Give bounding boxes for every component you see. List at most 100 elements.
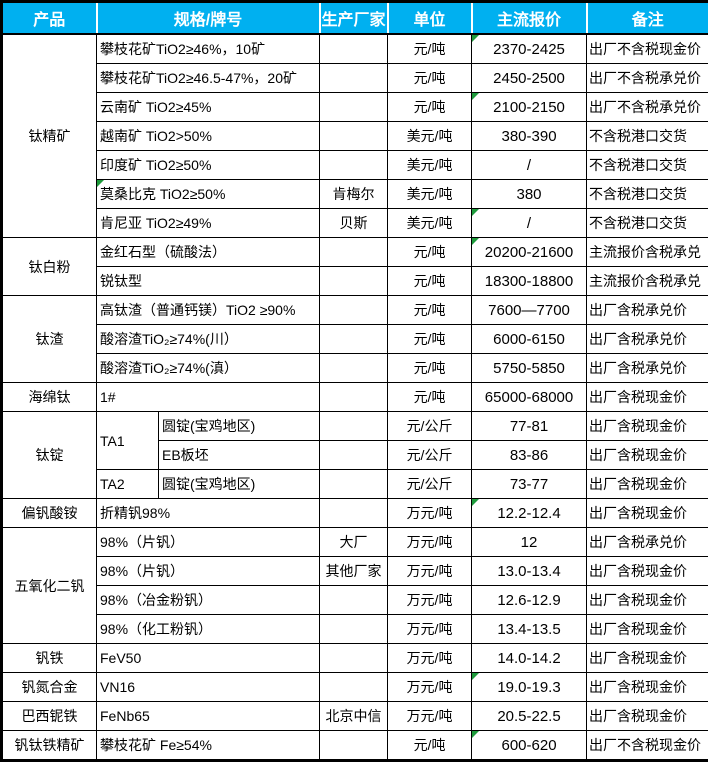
unit-cell: 元/吨 (387, 295, 473, 325)
price-cell: 5750-5850 (471, 353, 588, 383)
producer-cell (319, 92, 389, 122)
price-cell: 65000-68000 (471, 382, 588, 412)
price-cell: 13.0-13.4 (471, 556, 588, 586)
price-cell: 600-620 (471, 730, 588, 761)
producer-cell (319, 266, 389, 296)
spec-cell: 98%（化工粉钒） (95, 614, 321, 644)
spec-cell: 98%（片钒） (95, 527, 321, 557)
producer-cell (319, 324, 389, 354)
unit-cell: 美元/吨 (387, 121, 473, 151)
table-row: 攀枝花矿TiO2≥46.5-47%，20矿 元/吨 2450-2500 出厂不含税承兑… (2, 63, 708, 93)
spec-cell: 酸溶渣TiO₂≥74%(川） (95, 324, 321, 354)
spec-cell: 印度矿 TiO2≥50% (95, 150, 321, 180)
unit-cell: 元/吨 (387, 33, 473, 64)
price-cell: 2370-2425 (471, 33, 588, 64)
producer-cell (319, 498, 389, 528)
unit-cell: 万元/吨 (387, 498, 473, 528)
producer-cell (319, 730, 389, 761)
producer-cell: 大厂 (319, 527, 389, 557)
table-row: 钛锭 TA1 圆锭(宝鸡地区) 元/公斤 77-81 出厂含税现金价 (1, 411, 708, 499)
producer-cell: 肯梅尔 (319, 179, 389, 209)
spec-cell: 98%（片钒） (95, 556, 321, 586)
table-row: 98%（冶金粉钒） 万元/吨 12.6-12.9 出厂含税现金价 (2, 585, 708, 615)
table-row: 越南矿 TiO2>50% 美元/吨 380-390 不含税港口交货 (2, 121, 708, 151)
price-cell: 83-86 (471, 440, 588, 470)
price-cell: 380-390 (471, 121, 588, 151)
product-name-cell: 钛渣 (1, 295, 97, 383)
note-cell: 出厂含税现金价 (586, 440, 708, 470)
spec-cell: 锐钛型 (95, 266, 321, 296)
producer-cell (319, 353, 389, 383)
unit-cell: 元/吨 (387, 324, 473, 354)
table-row: 偏钒酸铵 折精钒98% 万元/吨 12.2-12.4 出厂含税现金价 (1, 498, 708, 528)
header-note: 备注 (585, 1, 708, 35)
table-row: 莫桑比克 TiO2≥50% 肯梅尔 美元/吨 380 不含税港口交货 (2, 179, 708, 209)
producer-cell (319, 382, 389, 412)
unit-cell: 万元/吨 (387, 527, 473, 557)
unit-cell: 元/吨 (387, 382, 473, 412)
spec-cell: 攀枝花矿TiO2≥46.5-47%，20矿 (95, 63, 321, 93)
note-cell: 出厂含税现金价 (586, 411, 708, 441)
note-cell: 出厂含税现金价 (586, 556, 708, 586)
producer-cell (319, 469, 389, 499)
note-cell: 出厂不含税承兑价 (586, 63, 708, 93)
table-header: 产品 规格/牌号 生产厂家 单位 主流报价 备注 (0, 1, 708, 35)
price-cell: 2100-2150 (471, 92, 588, 122)
table-row: 钒氮合金 VN16 万元/吨 19.0-19.3 出厂含税现金价 (1, 672, 708, 702)
unit-cell: 美元/吨 (387, 150, 473, 180)
note-cell: 出厂不含税现金价 (586, 730, 708, 761)
producer-cell (319, 295, 389, 325)
spec-detail-cell: 圆锭(宝鸡地区) (157, 469, 321, 499)
spec-cell: 越南矿 TiO2>50% (95, 121, 321, 151)
note-cell: 出厂含税承兑价 (586, 295, 708, 325)
price-cell: 12.6-12.9 (471, 585, 588, 615)
producer-cell: 其他厂家 (319, 556, 389, 586)
table-row: TA2 圆锭(宝鸡地区) 元/公斤 73-77 出厂含税现金价 (2, 469, 708, 499)
spec-cell: 攀枝花矿TiO2≥46%，10矿 (95, 33, 321, 64)
product-name-cell: 钛锭 (1, 411, 97, 499)
table-row: 钛渣 高钛渣（普通钙镁）TiO2 ≥90% 元/吨 7600—7700 出厂含税承兑价 (1, 295, 708, 383)
price-cell: 12 (471, 527, 588, 557)
table-row: 锐钛型 元/吨 18300-18800 主流报价含税承兑 (2, 266, 708, 296)
header-unit: 单位 (386, 1, 473, 35)
unit-cell: 万元/吨 (387, 614, 473, 644)
note-cell: 出厂含税现金价 (586, 643, 708, 673)
table-row: 海绵钛 1# 元/吨 65000-68000 出厂含税现金价 (1, 382, 708, 412)
spec-grade-cell: TA2 (96, 469, 159, 499)
price-cell: 12.2-12.4 (471, 498, 588, 528)
unit-cell: 万元/吨 (387, 643, 473, 673)
note-cell: 出厂含税现金价 (586, 382, 708, 412)
product-name-cell: 钒钛铁精矿 (1, 730, 97, 761)
note-cell: 不含税港口交货 (586, 208, 708, 238)
producer-cell (319, 614, 389, 644)
spec-cell: 攀枝花矿 Fe≥54% (95, 730, 321, 761)
note-cell: 出厂含税承兑价 (586, 353, 708, 383)
spec-cell: 98%（冶金粉钒） (95, 585, 321, 615)
unit-cell: 元/吨 (387, 266, 473, 296)
product-name-cell: 钒氮合金 (1, 672, 97, 702)
note-cell: 出厂含税承兑价 (586, 324, 708, 354)
product-name-cell: 巴西铌铁 (1, 701, 97, 731)
producer-cell (319, 237, 389, 267)
unit-cell: 美元/吨 (387, 208, 473, 238)
price-cell: 73-77 (471, 469, 588, 499)
note-cell: 出厂含税现金价 (586, 585, 708, 615)
unit-cell: 美元/吨 (387, 179, 473, 209)
header-price: 主流报价 (470, 1, 588, 35)
product-name-cell: 钒铁 (1, 643, 97, 673)
note-cell: 出厂含税现金价 (586, 498, 708, 528)
note-cell: 主流报价含税承兑 (586, 266, 708, 296)
unit-cell: 元/公斤 (387, 440, 473, 470)
price-cell: 7600—7700 (471, 295, 588, 325)
note-cell: 出厂不含税承兑价 (586, 92, 708, 122)
product-name-cell: 钛白粉 (1, 237, 97, 296)
table-row: 98%（片钒） 其他厂家 万元/吨 13.0-13.4 出厂含税现金价 (2, 556, 708, 586)
price-cell: 20200-21600 (471, 237, 588, 267)
table-row: 钒钛铁精矿 攀枝花矿 Fe≥54% 元/吨 600-620 出厂不含税现金价 (1, 730, 708, 761)
price-cell: 19.0-19.3 (471, 672, 588, 702)
note-cell: 不含税港口交货 (586, 121, 708, 151)
spec-cell: 莫桑比克 TiO2≥50% (95, 179, 321, 209)
price-cell: / (471, 150, 588, 180)
producer-cell (319, 33, 389, 64)
unit-cell: 元/公斤 (387, 469, 473, 499)
